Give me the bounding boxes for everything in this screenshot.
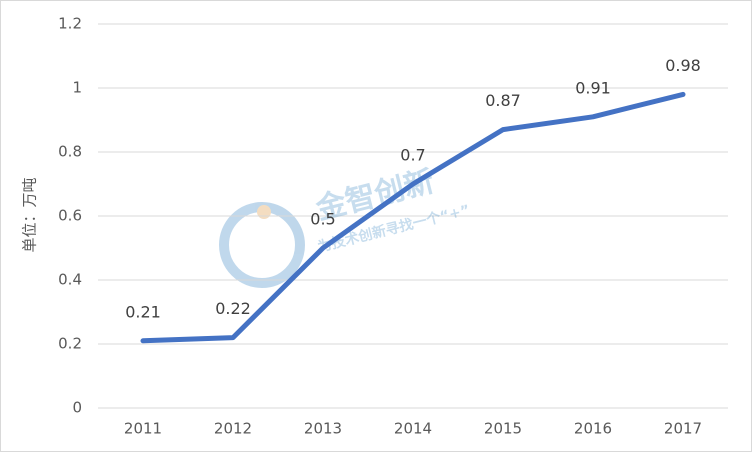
y-axis-label: 单位：万吨 xyxy=(21,177,39,252)
y-tick-label: 0.8 xyxy=(58,143,82,161)
x-tick-label: 2011 xyxy=(124,420,162,438)
data-label: 0.22 xyxy=(215,299,251,318)
x-tick-label: 2012 xyxy=(214,420,252,438)
x-tick-label: 2013 xyxy=(304,420,342,438)
x-tick-label: 2017 xyxy=(664,420,702,438)
data-line xyxy=(140,91,686,344)
data-label: 0.5 xyxy=(310,210,335,229)
y-tick-label: 0 xyxy=(72,399,82,417)
data-label: 0.87 xyxy=(485,91,521,110)
x-tick-label: 2014 xyxy=(394,420,432,438)
data-label: 0.98 xyxy=(665,56,701,75)
data-label: 0.7 xyxy=(400,146,425,165)
x-tick-label: 2015 xyxy=(484,420,522,438)
y-tick-label: 0.2 xyxy=(58,335,82,353)
y-tick-label: 1 xyxy=(72,79,82,97)
data-label: 0.21 xyxy=(125,302,161,321)
data-label: 0.91 xyxy=(575,78,611,97)
y-tick-label: 1.2 xyxy=(58,15,82,33)
x-tick-label: 2016 xyxy=(574,420,612,438)
y-tick-label: 0.4 xyxy=(58,271,82,289)
y-tick-label: 0.6 xyxy=(58,207,82,225)
